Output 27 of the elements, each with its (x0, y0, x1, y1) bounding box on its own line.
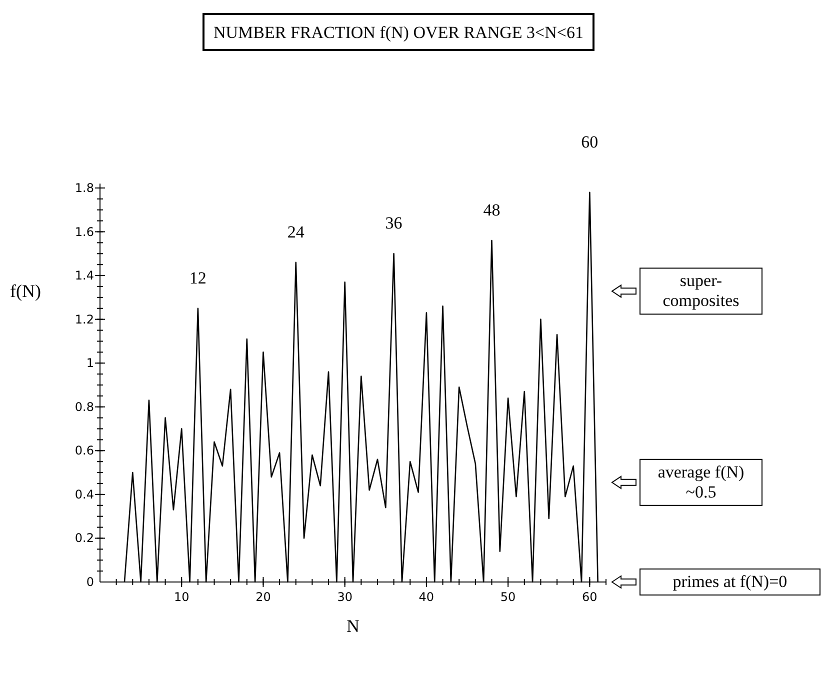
annotation: 60 (581, 132, 598, 152)
x-tick-label: 40 (418, 590, 434, 604)
annotation: 36 (385, 214, 402, 233)
x-tick-label: 60 (582, 590, 598, 604)
x-tick-label: 30 (337, 590, 352, 604)
x-tick-label: 50 (500, 590, 516, 604)
y-tick-label: 1.4 (74, 268, 94, 283)
text: average f(N) ~0.5 (658, 462, 744, 502)
y-tick-label: 0 (86, 575, 94, 589)
y-tick-label: 0.8 (74, 400, 94, 414)
text: super- composites (662, 271, 740, 310)
x-axis-title: N (346, 616, 360, 636)
y-tick-label: 0.4 (74, 487, 94, 502)
annotation: 24 (287, 222, 305, 242)
annotation: 12 (189, 268, 206, 288)
y-tick-label: 0.2 (74, 531, 94, 546)
y-tick-label: 1.6 (74, 224, 94, 239)
x-tick-label: 20 (256, 590, 271, 604)
y-tick-label: 1.2 (74, 312, 94, 326)
chart-title: NUMBER FRACTION f(N) OVER RANGE 3<N<61 (213, 23, 584, 42)
text: primes at f(N)=0 (672, 572, 788, 591)
y-axis-title: f(N) (10, 280, 41, 301)
y-tick-label: 1 (86, 356, 94, 370)
y-tick-label: 0.6 (74, 444, 94, 458)
y-tick-label: 1.8 (74, 180, 94, 195)
x-tick-label: 10 (174, 590, 190, 604)
annotation: 48 (483, 200, 500, 220)
